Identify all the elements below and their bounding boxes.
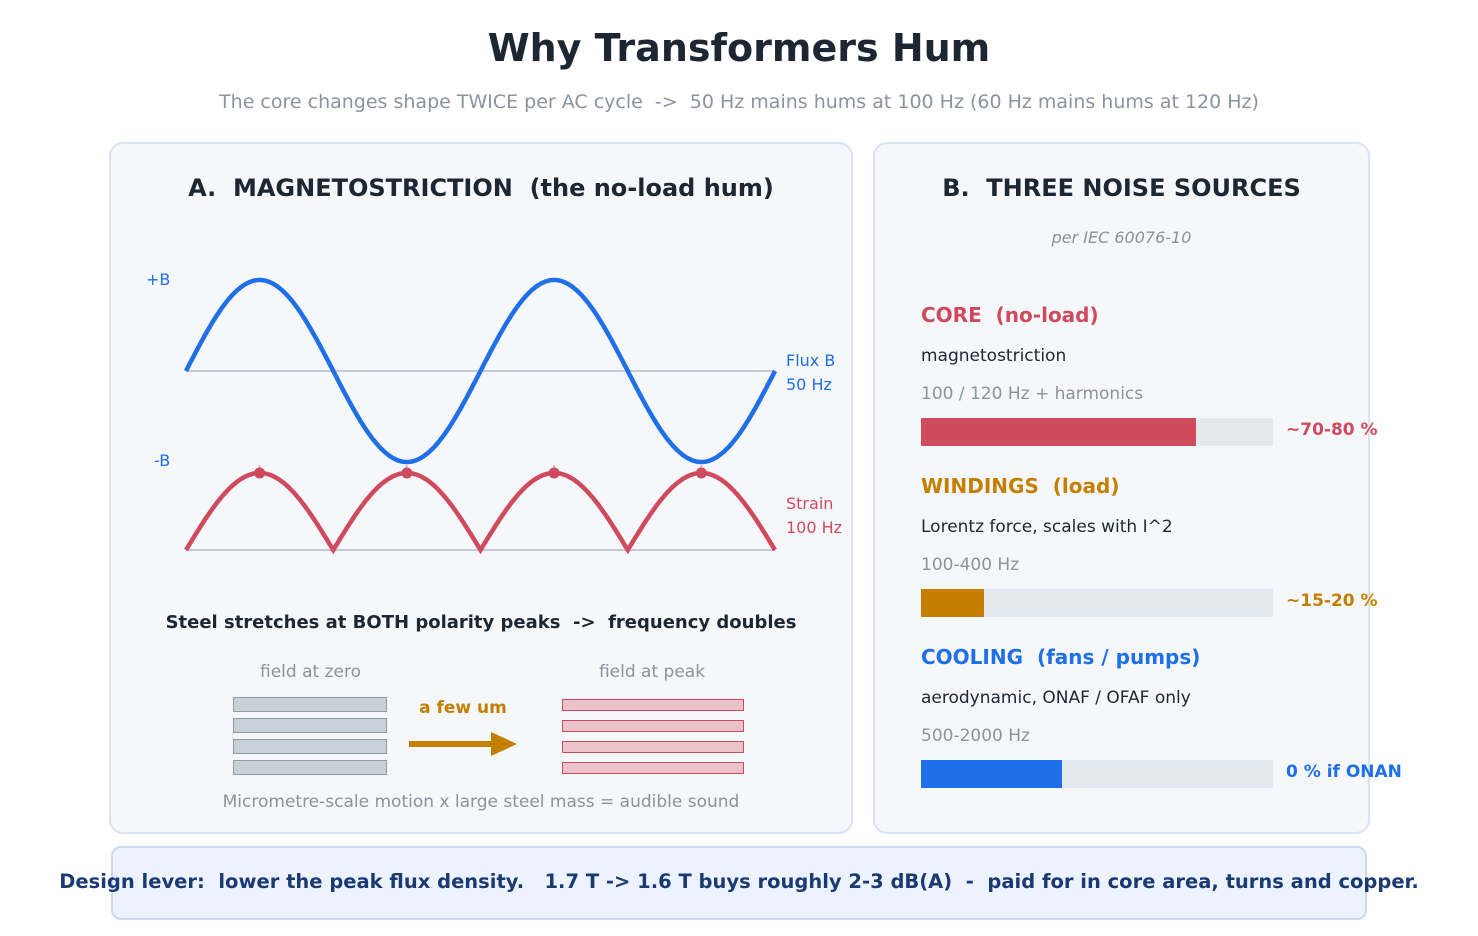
strain-peak-dot bbox=[695, 467, 707, 479]
strain-wave bbox=[184, 470, 777, 555]
displacement-label: a few um bbox=[419, 698, 507, 718]
plus-b-label: +B bbox=[146, 270, 170, 289]
laminations-relaxed bbox=[233, 697, 388, 781]
noise-sources-panel-title: B. THREE NOISE SOURCES bbox=[942, 174, 1301, 202]
standard-reference: per IEC 60076-10 bbox=[1051, 228, 1192, 247]
strain-label: Strain bbox=[786, 494, 833, 513]
core-source-frequency: 100 / 120 Hz + harmonics bbox=[921, 384, 1144, 404]
core-source-title: CORE (no-load) bbox=[921, 303, 1099, 327]
core-source-mechanism: magnetostriction bbox=[921, 346, 1067, 366]
design-lever-text: Design lever: lower the peak flux densit… bbox=[59, 870, 1419, 893]
strain-frequency-label: 100 Hz bbox=[786, 518, 842, 537]
magnetostriction-panel-title: A. MAGNETOSTRICTION (the no-load hum) bbox=[188, 174, 774, 202]
windings-share-fill bbox=[921, 589, 985, 617]
flux-label: Flux B bbox=[786, 351, 835, 370]
page-title: Why Transformers Hum bbox=[487, 26, 991, 70]
windings-source-frequency: 100-400 Hz bbox=[921, 555, 1020, 575]
lamination-plate bbox=[233, 760, 387, 775]
cooling-share-label: 0 % if ONAN bbox=[1286, 762, 1402, 782]
core-share-bar bbox=[921, 418, 1273, 446]
page-subtitle: The core changes shape TWICE per AC cycl… bbox=[219, 91, 1259, 113]
windings-share-label: ~15-20 % bbox=[1286, 591, 1378, 611]
laminations-stretched bbox=[562, 699, 746, 783]
flux-wave bbox=[184, 277, 777, 465]
windings-share-bar bbox=[921, 589, 1273, 617]
core-share-label: ~70-80 % bbox=[1286, 420, 1378, 440]
cooling-source-mechanism: aerodynamic, ONAF / OFAF only bbox=[921, 688, 1191, 708]
lamination-plate bbox=[233, 697, 387, 712]
design-lever-banner bbox=[111, 846, 1367, 920]
audible-sound-note: Micrometre-scale motion x large steel ma… bbox=[222, 792, 740, 812]
core-share-fill bbox=[921, 418, 1196, 446]
strain-peak-markers bbox=[254, 465, 707, 479]
field-peak-label: field at peak bbox=[598, 662, 706, 682]
strain-peak-dot bbox=[254, 467, 266, 479]
lamination-plate-stretched bbox=[562, 762, 744, 774]
windings-source-mechanism: Lorentz force, scales with I^2 bbox=[921, 517, 1173, 537]
cooling-share-bar bbox=[921, 760, 1273, 788]
flux-strain-waveform: +B -B Flux B 50 Hz Strain 100 Hz bbox=[146, 270, 842, 555]
stretch-arrow-icon bbox=[409, 732, 517, 756]
frequency-doubling-caption: Steel stretches at BOTH polarity peaks -… bbox=[165, 612, 797, 633]
lamination-plate-stretched bbox=[562, 741, 744, 753]
field-zero-label: field at zero bbox=[260, 662, 361, 682]
windings-source-title: WINDINGS (load) bbox=[921, 474, 1120, 498]
cooling-source-title: COOLING (fans / pumps) bbox=[921, 645, 1201, 669]
lamination-plate-stretched bbox=[562, 720, 744, 732]
flux-frequency-label: 50 Hz bbox=[786, 375, 832, 394]
strain-peak-dot bbox=[548, 467, 560, 479]
noise-sources-panel bbox=[873, 142, 1370, 834]
strain-peak-dot bbox=[401, 467, 413, 479]
cooling-source-frequency: 500-2000 Hz bbox=[921, 726, 1030, 746]
cooling-share-fill bbox=[921, 760, 1062, 788]
lamination-plate-stretched bbox=[562, 699, 744, 711]
lamination-plate bbox=[233, 739, 387, 754]
minus-b-label: -B bbox=[154, 451, 170, 470]
lamination-plate bbox=[233, 718, 387, 733]
